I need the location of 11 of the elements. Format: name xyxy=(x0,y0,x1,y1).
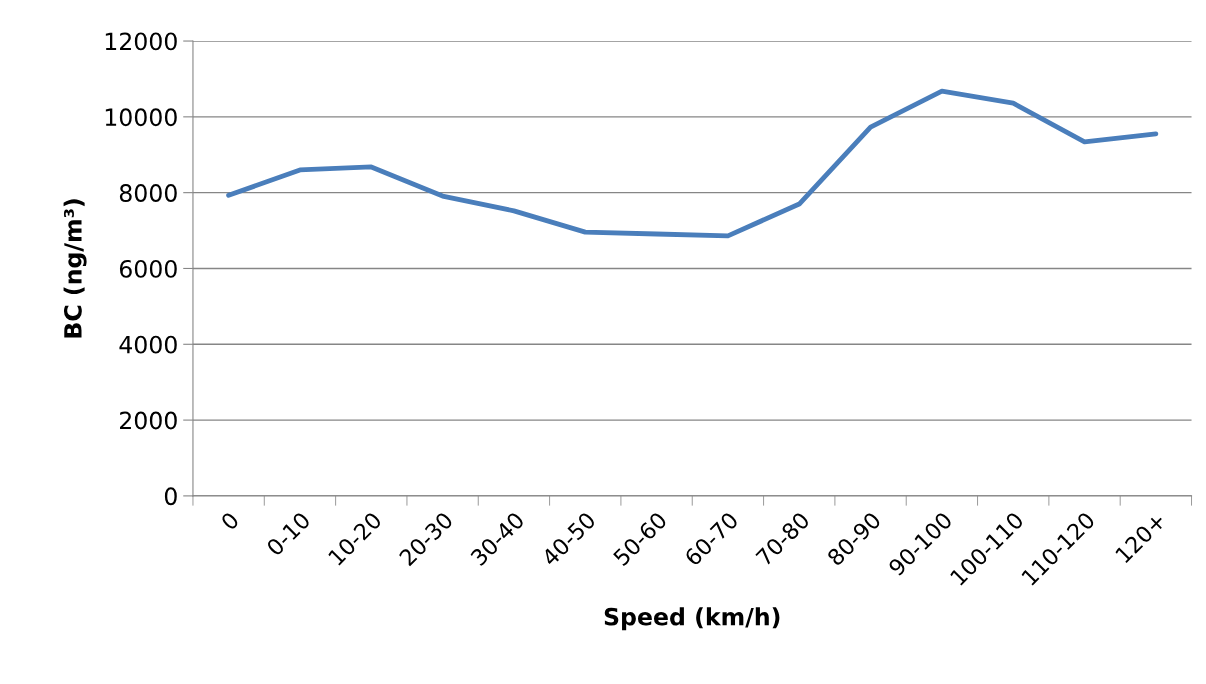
y-tick-label: 0 xyxy=(164,487,177,506)
y-tick-label: 2000 xyxy=(120,411,177,430)
y-tick-label: 6000 xyxy=(119,259,177,278)
y-tick-label: 8000 xyxy=(119,184,177,202)
y-axis-title: BC (ng/m³) xyxy=(63,199,87,338)
y-tick-label: 12000 xyxy=(105,32,177,51)
line-series xyxy=(226,88,1159,239)
x-tick-label: 0 xyxy=(219,511,240,531)
x-axis-title: Speed (km/h) xyxy=(604,607,780,631)
y-tick-label: 4000 xyxy=(119,335,177,354)
y-tick-label: 10000 xyxy=(105,108,177,127)
